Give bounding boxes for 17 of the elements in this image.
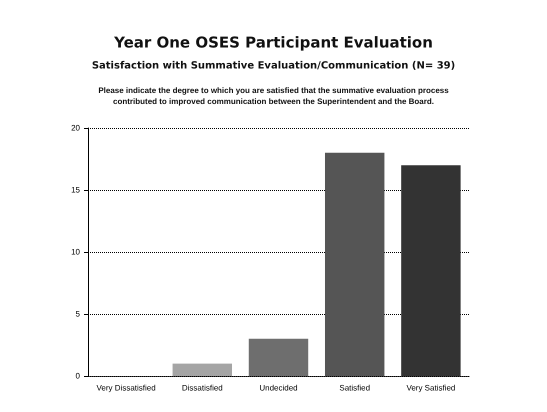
y-tick-label: 15 — [71, 186, 81, 194]
text: Please indicate the degree to which you are satisfied that the summative evaluation process contributed to improved communication between the Superintendent and the Board. — [98, 86, 450, 106]
bar — [248, 338, 308, 376]
bar — [401, 165, 461, 376]
x-tick-label: Satisfied — [339, 384, 370, 392]
x-tick-label: Dissatisfied — [182, 384, 223, 392]
bar — [324, 152, 384, 376]
y-tick-label: 5 — [76, 310, 81, 318]
x-tick-label: Very Satisfied — [406, 384, 456, 392]
chart-subtitle: Satisfaction with Summative Evaluation/Communication (N= 39) — [92, 60, 456, 72]
chart-title: Year One OSES Participant Evaluation — [113, 34, 433, 52]
bar — [172, 364, 232, 376]
y-tick-label: 10 — [71, 248, 81, 256]
x-tick-label: Undecided — [259, 384, 298, 392]
y-tick-label: 0 — [76, 372, 81, 380]
x-tick-label: Very Dissatisfied — [96, 384, 156, 392]
y-tick-label: 20 — [71, 124, 81, 132]
